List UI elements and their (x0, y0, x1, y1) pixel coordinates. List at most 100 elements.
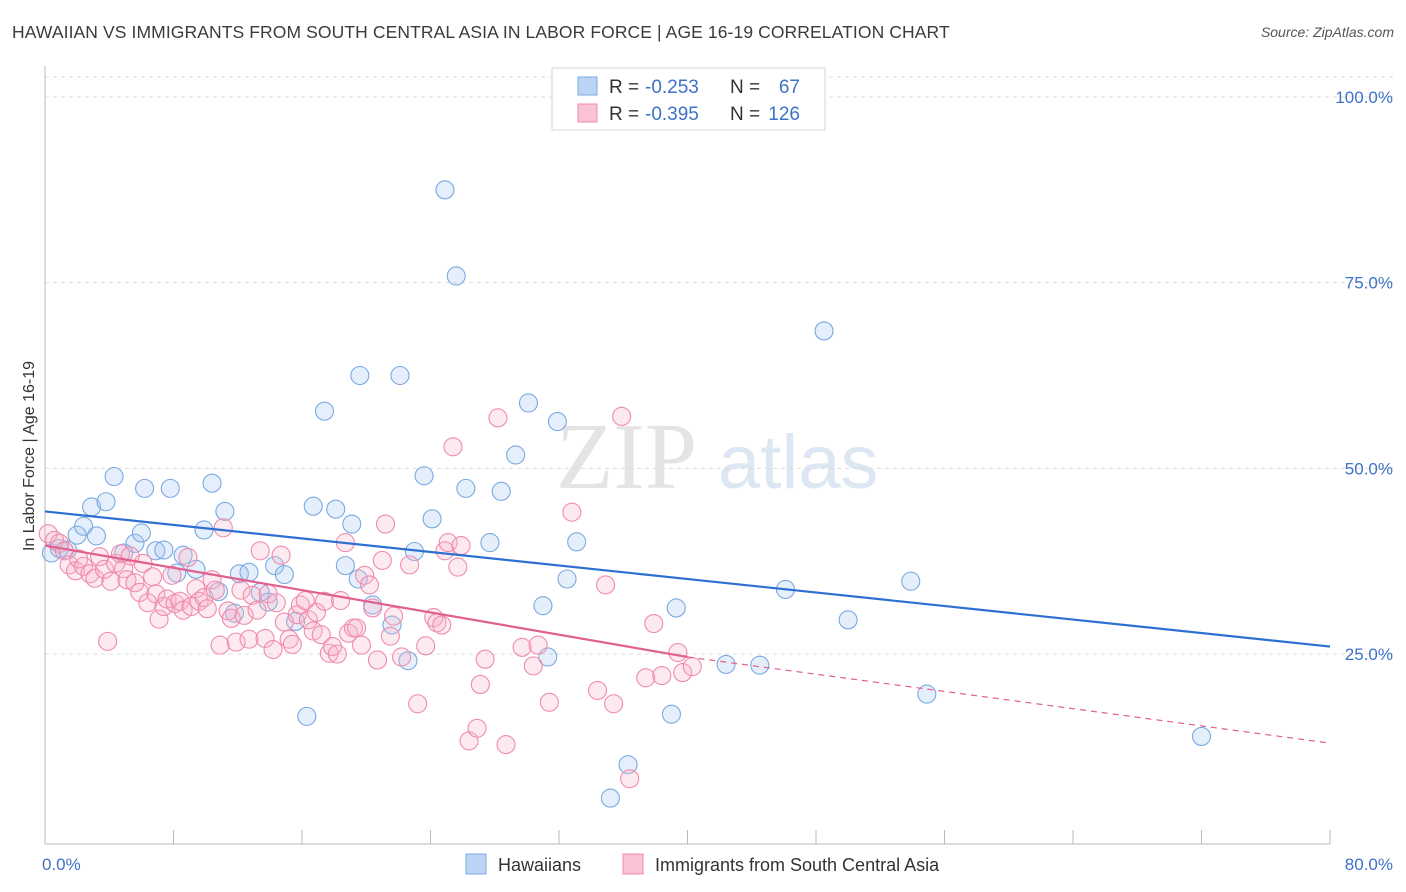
immigrants-point (496, 735, 516, 755)
watermark-atlas: atlas (718, 420, 879, 505)
immigrants-point (239, 629, 259, 649)
legend-bottom: Hawaiians Immigrants from South Central … (465, 853, 940, 875)
immigrants-point (528, 635, 548, 655)
hawaiians-point (506, 445, 526, 465)
immigrants-point (231, 580, 251, 600)
hawaiians-point (390, 365, 410, 386)
immigrants-point (351, 635, 371, 655)
bottom-legend-swatch-hawaiians (465, 853, 487, 875)
hawaiians-point (335, 556, 355, 576)
hawaiians-point (160, 478, 180, 498)
y-tick-label-50: 50.0% (1345, 459, 1393, 478)
y-tick-label-25: 25.0% (1345, 645, 1393, 664)
immigrants-point (197, 599, 217, 619)
trend-lines (44, 510, 1331, 744)
immigrants-point (512, 637, 532, 657)
immigrants-point (298, 610, 318, 630)
immigrants-point (668, 642, 688, 663)
hawaiians-point (414, 466, 434, 486)
immigrants-point (165, 593, 185, 614)
immigrants-point (392, 647, 412, 667)
immigrants-point (271, 545, 291, 565)
hawaiians-point (86, 526, 106, 546)
hawaiians-point (146, 541, 166, 561)
hawaiians-point (104, 466, 124, 487)
immigrants-point (210, 635, 230, 655)
immigrants-point (636, 668, 656, 688)
immigrants-point (596, 575, 616, 595)
hawaiians-point (435, 180, 455, 200)
immigrants-point (247, 600, 267, 620)
immigrants-point (311, 625, 331, 645)
hawaiians-point (348, 569, 368, 589)
hawaiians-point (208, 582, 229, 602)
immigrants-point (149, 609, 169, 629)
immigrants-point (470, 674, 490, 694)
immigrants-point (367, 650, 388, 670)
immigrants-point (242, 585, 262, 605)
immigrants-point (282, 634, 302, 654)
bottom-legend-swatch-immigrants (622, 853, 644, 875)
immigrants-trend-line (44, 544, 688, 659)
immigrants-point (213, 518, 233, 538)
immigrants-point (94, 559, 114, 579)
legend-swatch-immigrants (577, 103, 598, 123)
y-tick-label-75: 75.0% (1345, 274, 1393, 293)
legend-n-value-0: 67 (779, 77, 800, 98)
immigrants-point (587, 680, 608, 700)
hawaiians-point (716, 654, 736, 674)
hawaiians-point (600, 788, 620, 808)
immigrants-point (539, 692, 559, 712)
hawaiians-point (274, 564, 294, 585)
hawaiians-point (96, 492, 116, 512)
hawaiians-point (666, 598, 686, 618)
immigrants-point (234, 605, 254, 625)
hawaiians-point (239, 562, 259, 582)
page-title: HAWAIIAN VS IMMIGRANTS FROM SOUTH CENTRA… (12, 22, 950, 42)
immigrants-point (375, 514, 396, 534)
immigrants-point (143, 567, 163, 587)
immigrants-point (250, 541, 270, 561)
hawaiians-point (456, 478, 476, 498)
hawaiians-point (202, 473, 222, 493)
hawaiians-point (125, 533, 145, 553)
immigrants-point (673, 663, 693, 683)
immigrants-point (612, 406, 632, 426)
immigrants-point (347, 618, 367, 638)
hawaiians-point (314, 401, 335, 421)
hawaiians-point (350, 365, 370, 386)
hawaiians-point (901, 571, 921, 591)
hawaiians-point (297, 706, 317, 726)
x-tick-labels: 0.0% 80.0% (42, 855, 1393, 874)
immigrants-trend-extension (687, 656, 1331, 744)
hawaiians-trend-line (44, 510, 1331, 648)
hawaiians-point (173, 545, 193, 565)
legend-r-value-1: -0.395 (645, 104, 699, 125)
legend-n-label-1: N = (730, 104, 760, 125)
hawaiians-point (661, 704, 681, 724)
hawaiians-point (135, 478, 155, 498)
axes (44, 66, 1331, 845)
legend-n-value-1: 126 (768, 104, 800, 125)
hawaiians-point (814, 321, 834, 341)
immigrants-point (416, 636, 436, 656)
immigrants-point (488, 408, 508, 428)
watermark: ZIP atlas (556, 405, 879, 509)
immigrants-point (255, 628, 275, 648)
hawaiians-point (557, 569, 577, 589)
immigrants-point (443, 437, 463, 457)
legend-r-label-0: R = (609, 77, 639, 98)
hawaiians-point (342, 514, 362, 534)
hawaiians-point (194, 520, 214, 540)
hawaiians-point (303, 496, 323, 516)
immigrants-point (604, 694, 624, 714)
bottom-legend-hawaiians: Hawaiians (498, 855, 581, 875)
immigrants-point (372, 550, 392, 570)
immigrants-point (432, 615, 452, 635)
hawaiians-point (154, 540, 174, 560)
hawaiians-point (446, 266, 466, 286)
hawaiians-point (398, 651, 418, 671)
immigrants-point (125, 573, 145, 593)
immigrants-point (306, 602, 327, 622)
hawaiians-point (74, 516, 94, 536)
